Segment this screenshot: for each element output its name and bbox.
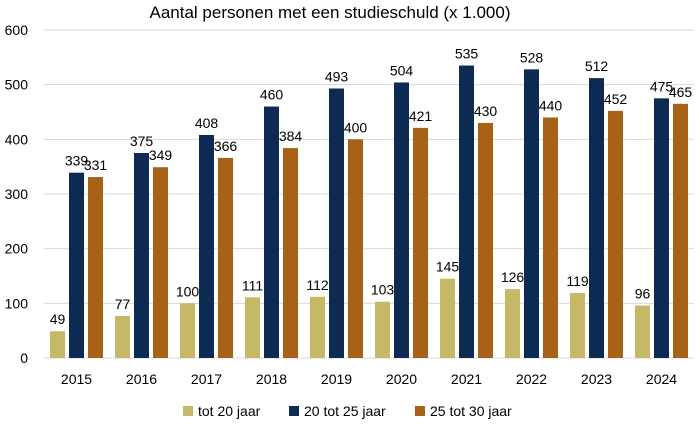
bar-2020-series-0 bbox=[375, 301, 390, 358]
bar-2024-series-1 bbox=[654, 98, 669, 358]
y-tick-label: 500 bbox=[5, 77, 29, 93]
bar-2023-series-1 bbox=[589, 78, 604, 359]
legend: tot 20 jaar 20 tot 25 jaar 25 tot 30 jaar bbox=[183, 403, 512, 419]
y-tick-label: 200 bbox=[5, 241, 29, 257]
x-tick-label: 2019 bbox=[321, 371, 352, 387]
data-label: 77 bbox=[115, 296, 131, 312]
bar-2019-series-0 bbox=[310, 296, 325, 358]
bar-2022-series-1 bbox=[524, 69, 539, 359]
y-tick-label: 400 bbox=[5, 131, 29, 147]
bar-2020-series-2 bbox=[413, 127, 428, 358]
data-label: 421 bbox=[409, 108, 433, 124]
data-label: 126 bbox=[501, 269, 525, 285]
data-label: 49 bbox=[50, 311, 66, 327]
data-label: 528 bbox=[520, 49, 544, 65]
data-label: 493 bbox=[325, 68, 349, 84]
bar-2015-series-2 bbox=[88, 177, 103, 358]
x-tick-label: 2016 bbox=[126, 371, 157, 387]
data-label: 112 bbox=[306, 277, 329, 293]
data-label: 119 bbox=[566, 273, 589, 289]
legend-label: 25 tot 30 jaar bbox=[430, 403, 512, 419]
x-tick-label: 2015 bbox=[61, 371, 92, 387]
data-label: 100 bbox=[176, 283, 200, 299]
gridlines bbox=[44, 29, 694, 359]
data-label: 460 bbox=[260, 87, 284, 103]
bar-2021-series-2 bbox=[478, 122, 493, 358]
bar-2018-series-1 bbox=[264, 106, 279, 359]
bar-2022-series-0 bbox=[505, 289, 520, 358]
bar-2017-series-1 bbox=[199, 134, 214, 358]
x-axis: 2015 2016 2017 2018 2019 2020 2021 2022 2023 2024 bbox=[61, 371, 677, 387]
x-tick-label: 2018 bbox=[256, 371, 287, 387]
bar-2017-series-2 bbox=[218, 157, 233, 358]
data-label: 384 bbox=[279, 128, 303, 144]
legend-swatch bbox=[183, 406, 193, 416]
x-tick-label: 2024 bbox=[646, 371, 677, 387]
bar-2015-series-0 bbox=[50, 331, 65, 358]
bar-2018-series-0 bbox=[245, 297, 260, 358]
legend-label: tot 20 jaar bbox=[198, 403, 261, 419]
bar-2016-series-2 bbox=[153, 167, 168, 358]
data-label: 96 bbox=[635, 286, 651, 302]
data-label: 430 bbox=[474, 103, 498, 119]
data-label: 349 bbox=[149, 147, 173, 163]
x-tick-label: 2023 bbox=[581, 371, 612, 387]
bar-2017-series-0 bbox=[180, 303, 195, 358]
data-label: 452 bbox=[604, 91, 628, 107]
bar-2024-series-2 bbox=[673, 103, 688, 358]
y-tick-label: 0 bbox=[20, 350, 28, 366]
x-tick-label: 2017 bbox=[191, 371, 222, 387]
y-tick-label: 300 bbox=[5, 186, 29, 202]
data-label: 111 bbox=[242, 277, 263, 293]
data-label: 400 bbox=[344, 119, 368, 135]
y-axis: 0 100 200 300 400 500 600 bbox=[5, 22, 29, 366]
data-label: 465 bbox=[669, 84, 693, 100]
bar-2018-series-2 bbox=[283, 148, 298, 358]
x-tick-label: 2022 bbox=[516, 371, 547, 387]
x-tick-label: 2020 bbox=[386, 371, 417, 387]
bar-2019-series-1 bbox=[329, 88, 344, 358]
bar-2021-series-0 bbox=[440, 278, 455, 358]
data-label: 366 bbox=[214, 138, 238, 154]
bar-2016-series-1 bbox=[134, 153, 149, 358]
y-tick-label: 600 bbox=[5, 22, 29, 38]
data-label: 375 bbox=[130, 133, 154, 149]
bar-2024-series-0 bbox=[635, 305, 650, 358]
legend-swatch bbox=[415, 406, 425, 416]
data-label: 145 bbox=[436, 259, 460, 275]
data-label: 408 bbox=[195, 115, 219, 131]
bar-2020-series-1 bbox=[394, 82, 409, 358]
data-label: 331 bbox=[84, 157, 108, 173]
data-label: 103 bbox=[371, 282, 395, 298]
bar-2016-series-0 bbox=[115, 315, 130, 358]
data-label: 535 bbox=[455, 46, 479, 62]
data-label: 339 bbox=[65, 153, 89, 169]
chart-title: Aantal personen met een studieschuld (x … bbox=[149, 3, 510, 22]
bar-2022-series-2 bbox=[543, 117, 558, 358]
data-label: 440 bbox=[539, 97, 563, 113]
bar-2015-series-1 bbox=[69, 172, 84, 358]
bars bbox=[50, 65, 688, 359]
data-label: 512 bbox=[585, 58, 609, 74]
bar-2021-series-1 bbox=[459, 65, 474, 359]
bar-2019-series-2 bbox=[348, 139, 363, 358]
data-label: 475 bbox=[650, 78, 674, 94]
legend-label: 20 tot 25 jaar bbox=[304, 403, 386, 419]
bar-2023-series-2 bbox=[608, 110, 623, 358]
x-tick-label: 2021 bbox=[451, 371, 482, 387]
data-label: 504 bbox=[390, 62, 414, 78]
legend-swatch bbox=[289, 406, 299, 416]
y-tick-label: 100 bbox=[5, 295, 29, 311]
bar-2023-series-0 bbox=[570, 292, 585, 358]
